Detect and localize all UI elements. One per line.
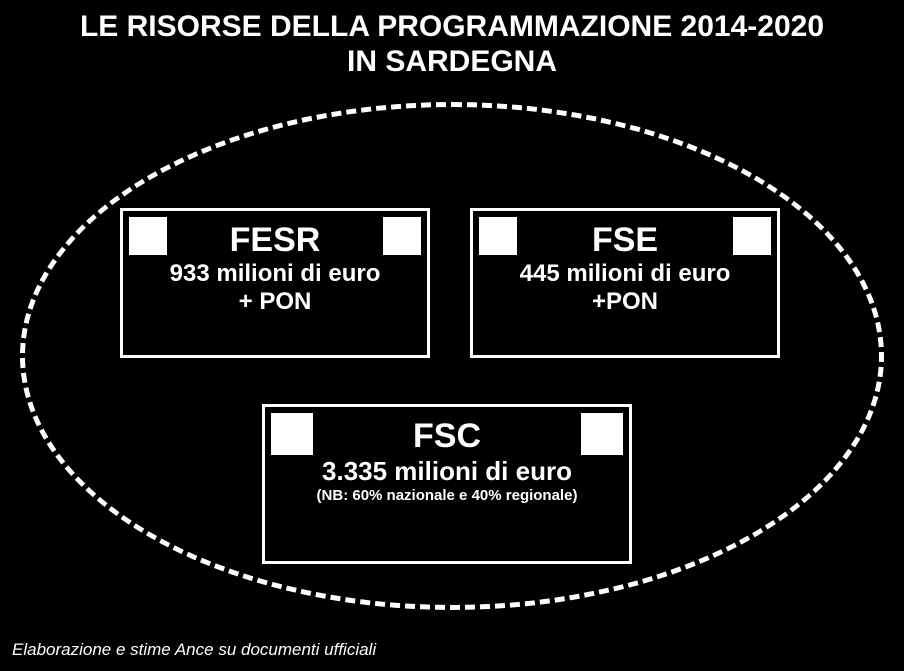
box-fesr-title: FESR [131, 221, 419, 260]
box-fse-extra: +PON [481, 288, 769, 316]
box-fesr-extra: + PON [131, 288, 419, 316]
box-fsc-title: FSC [273, 417, 621, 456]
box-fsc: FSC 3.335 milioni di euro (NB: 60% nazio… [262, 404, 632, 564]
title-line1: LE RISORSE DELLA PROGRAMMAZIONE 2014-202… [0, 10, 904, 45]
box-fesr-amount: 933 milioni di euro [131, 260, 419, 288]
box-corner-icon [733, 217, 771, 255]
box-fse-title: FSE [481, 221, 769, 260]
box-fesr: FESR 933 milioni di euro + PON [120, 208, 430, 358]
box-fse: FSE 445 milioni di euro +PON [470, 208, 780, 358]
page-title: LE RISORSE DELLA PROGRAMMAZIONE 2014-202… [0, 0, 904, 79]
box-fsc-amount: 3.335 milioni di euro [273, 456, 621, 487]
footer-source: Elaborazione e stime Ance su documenti u… [12, 640, 376, 660]
title-line2: IN SARDEGNA [0, 45, 904, 80]
box-fse-amount: 445 milioni di euro [481, 260, 769, 288]
box-corner-icon [383, 217, 421, 255]
box-corner-icon [271, 413, 313, 455]
box-fsc-note: (NB: 60% nazionale e 40% regionale) [273, 487, 621, 504]
box-corner-icon [479, 217, 517, 255]
box-corner-icon [581, 413, 623, 455]
box-corner-icon [129, 217, 167, 255]
